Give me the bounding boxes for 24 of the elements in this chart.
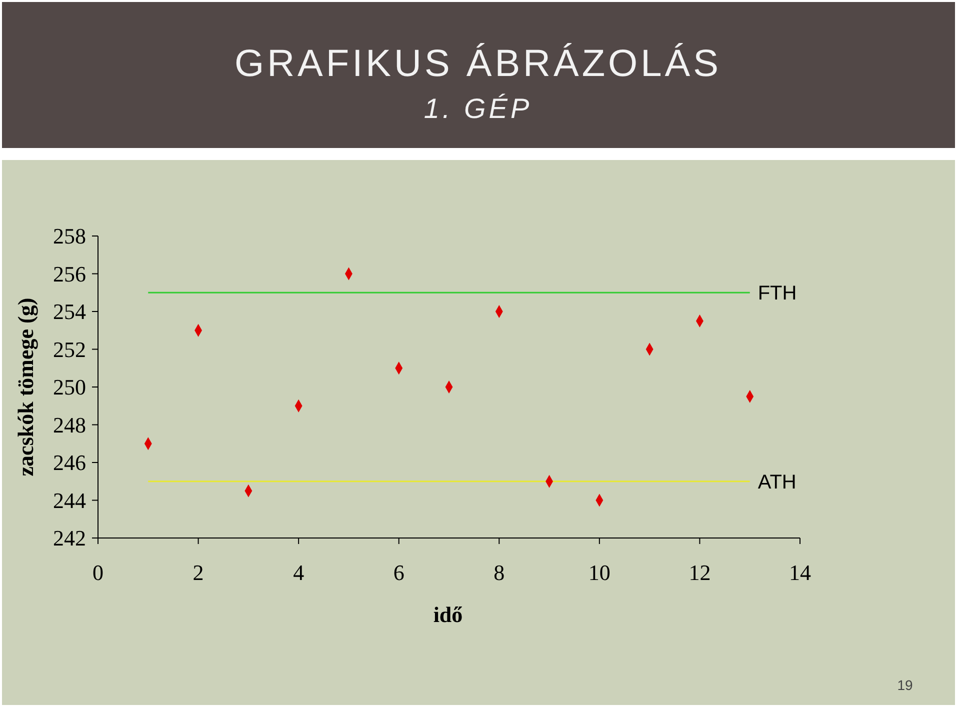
y-tick-label: 248 (53, 412, 86, 438)
y-axis-title: zacskók tömege (g) (13, 298, 38, 476)
x-tick-label: 14 (789, 560, 811, 585)
y-tick-label: 252 (53, 336, 86, 362)
x-tick-label: 8 (494, 560, 505, 585)
y-tick-label: 254 (53, 299, 86, 324)
y-tick-label: 250 (53, 374, 86, 400)
y-tick-label: 256 (53, 261, 86, 286)
chart-title: GRAFIKUS ÁBRÁZOLÁS (234, 43, 722, 85)
x-axis-title: idő (433, 602, 463, 627)
x-tick-label: 4 (293, 560, 304, 585)
y-tick-label: 258 (53, 224, 86, 249)
x-tick-label: 10 (588, 560, 610, 585)
y-tick-label: 244 (53, 488, 86, 513)
y-tick-label: 246 (53, 450, 86, 476)
chart-subtitle: 1. GÉP (424, 93, 532, 124)
x-tick-label: 6 (393, 560, 404, 585)
x-tick-label: 2 (192, 560, 204, 585)
x-tick-label: 0 (92, 560, 104, 585)
x-tick-label: 12 (688, 560, 711, 585)
ref-line-label: ATH (758, 471, 796, 494)
text: 19 (897, 677, 913, 693)
ref-line-label: FTH (758, 282, 797, 305)
y-tick-label: 242 (53, 526, 86, 551)
